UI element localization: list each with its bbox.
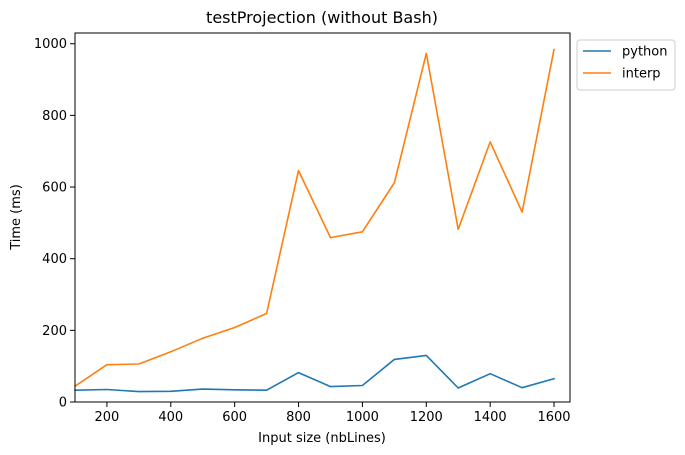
x-tick-label: 600: [222, 410, 247, 425]
y-axis-label: Time (ms): [9, 184, 24, 251]
y-tick-label: 600: [42, 181, 67, 196]
series-line-python: [74, 354, 555, 393]
x-tick-label: 1000: [346, 410, 379, 425]
legend-box: [576, 39, 676, 91]
y-tick-label: 200: [42, 324, 67, 339]
x-tick-label: 1200: [410, 410, 443, 425]
x-axis-label: Input size (nbLines): [258, 431, 386, 446]
plot-area: 200 400 600 800 1000 1200 1400 1600 0 200 400 600 80…: [34, 37, 571, 425]
x-tick-label: 200: [95, 410, 120, 425]
legend-label-interp: interp: [622, 67, 661, 82]
series-line-interp: [73, 48, 555, 388]
y-tick-label: 800: [42, 109, 67, 124]
legend-label-python: python: [622, 45, 667, 60]
chart-title: testProjection (without Bash): [206, 8, 438, 27]
plot-frame: [74, 32, 571, 403]
x-tick-label: 800: [286, 410, 311, 425]
legend: python interp: [576, 39, 676, 91]
x-tick-label: 1600: [537, 410, 570, 425]
y-tick-label: 0: [59, 396, 67, 411]
y-tick-label: 400: [42, 252, 67, 267]
y-tick-label: 1000: [34, 37, 67, 52]
x-tick-label: 400: [158, 410, 183, 425]
x-tick-label: 1400: [474, 410, 507, 425]
